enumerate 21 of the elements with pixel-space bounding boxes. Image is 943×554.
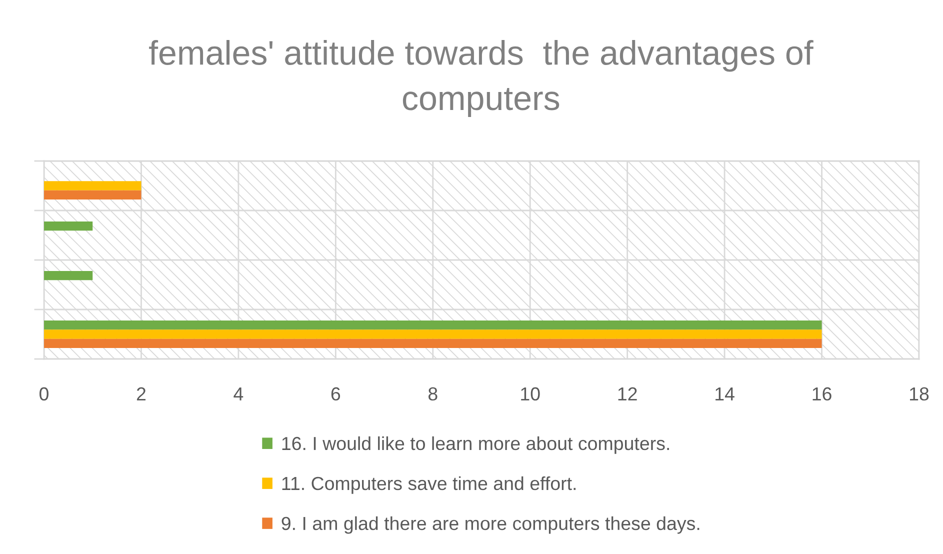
- x-tick-label: 14: [716, 387, 734, 400]
- bar: [44, 222, 93, 231]
- x-tick-label: 8: [428, 387, 438, 401]
- x-tick-label: 16: [812, 387, 832, 401]
- bar: [44, 271, 93, 280]
- legend-label: 9. I am glad there are more computers these days.: [282, 516, 700, 534]
- bar: [44, 330, 822, 339]
- x-tick-label: 2: [136, 387, 146, 400]
- x-tick-label: 6: [331, 387, 340, 401]
- bar: [44, 338, 822, 348]
- legend-label: 16. I would like to learn more about computers.: [282, 436, 669, 454]
- legend-label: 11. Computers save time and effort.: [282, 476, 576, 494]
- bar: [44, 320, 822, 330]
- x-tick-label: 4: [234, 387, 244, 400]
- x-tick-label: 10: [521, 387, 540, 401]
- bar: [44, 190, 142, 200]
- x-tick-label: 18: [910, 387, 929, 401]
- chart-title: females' attitude towards the advantages of computers: [149, 40, 814, 118]
- bar: [44, 181, 142, 190]
- x-tick-label: 0: [40, 387, 48, 401]
- x-tick-label: 12: [618, 387, 637, 400]
